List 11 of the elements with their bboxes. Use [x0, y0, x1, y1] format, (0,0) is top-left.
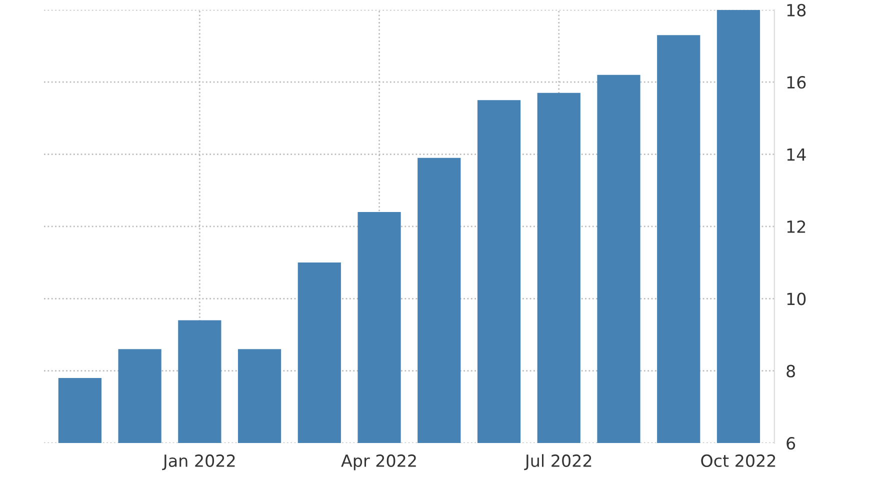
- y-tick-label: 6: [786, 436, 796, 450]
- y-tick-label: 12: [787, 220, 806, 233]
- y-tick-label: 10: [787, 292, 806, 306]
- x-tick-label: Oct 2022: [701, 454, 776, 468]
- x-tick-label: Jul 2022: [524, 454, 592, 470]
- y-tick-label: 18: [787, 4, 806, 16]
- x-tick-label: Apr 2022: [341, 454, 416, 470]
- y-tick-label: 16: [787, 76, 806, 89]
- y-tick-label: 8: [786, 364, 795, 378]
- x-tick-label: Jan 2022: [162, 454, 235, 470]
- y-tick-label: 14: [787, 148, 806, 161]
